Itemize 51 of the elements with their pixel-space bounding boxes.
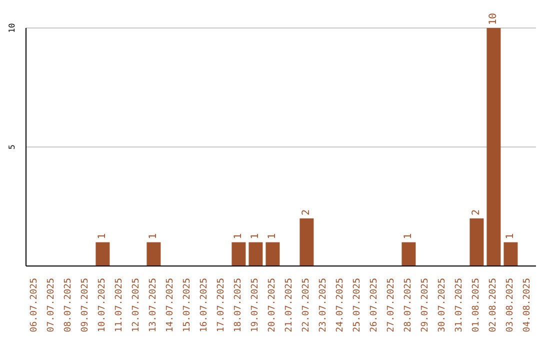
x-tick-label: 01.08.2025	[472, 278, 482, 332]
data-label: 2	[471, 209, 482, 216]
y-tick-label: 5	[8, 144, 16, 150]
data-label: 1	[403, 233, 414, 240]
bar	[248, 242, 263, 266]
bar	[402, 242, 416, 266]
x-tick-label: 04.08.2025	[522, 278, 532, 332]
x-tick-label: 09.07.2025	[80, 278, 90, 332]
data-label: 1	[233, 233, 244, 240]
bar	[300, 218, 314, 266]
data-label: 10	[488, 12, 500, 25]
x-tick-label: 03.08.2025	[506, 278, 516, 332]
x-tick-label: 23.07.2025	[318, 278, 328, 332]
x-tick-label: 07.07.2025	[46, 278, 56, 332]
bar	[96, 242, 110, 266]
x-tick-label: 19.07.2025	[250, 278, 260, 332]
data-label: 1	[267, 233, 278, 240]
data-label: 2	[301, 209, 312, 216]
bar	[232, 242, 246, 266]
x-tick-label: 31.07.2025	[454, 278, 464, 332]
x-tick-label: 24.07.2025	[336, 278, 346, 332]
data-label: 1	[250, 233, 262, 240]
x-tick-label: 22.07.2025	[302, 278, 312, 332]
x-tick-label: 27.07.2025	[386, 278, 396, 332]
x-tick-label: 02.08.2025	[488, 278, 498, 332]
x-tick-label: 11.07.2025	[114, 278, 124, 332]
x-tick-label: 10.07.2025	[98, 278, 108, 332]
x-tick-label: 16.07.2025	[200, 278, 210, 332]
x-tick-label: 15.07.2025	[182, 278, 192, 332]
x-tick-label: 29.07.2025	[420, 278, 430, 332]
x-tick-label: 17.07.2025	[216, 278, 226, 332]
bar	[470, 218, 484, 266]
x-tick-label: 28.07.2025	[404, 278, 414, 332]
data-label: 1	[97, 233, 108, 240]
data-label: 1	[148, 233, 160, 240]
x-tick-label: 25.07.2025	[352, 278, 362, 332]
x-tick-label: 06.07.2025	[30, 278, 40, 332]
x-tick-label: 08.07.2025	[64, 278, 74, 332]
x-tick-label: 18.07.2025	[234, 278, 244, 332]
x-tick-label: 12.07.2025	[132, 278, 142, 332]
x-tick-label: 21.07.2025	[284, 278, 294, 332]
x-tick-label: 26.07.2025	[370, 278, 380, 332]
bar	[504, 242, 518, 266]
x-tick-label: 14.07.2025	[166, 278, 176, 332]
bar	[146, 242, 161, 266]
x-tick-label: 20.07.2025	[268, 278, 278, 332]
x-tick-label: 13.07.2025	[148, 278, 158, 332]
data-label: 1	[505, 233, 516, 240]
bar	[266, 242, 280, 266]
bar	[486, 28, 501, 266]
x-tick-label: 30.07.2025	[438, 278, 448, 332]
